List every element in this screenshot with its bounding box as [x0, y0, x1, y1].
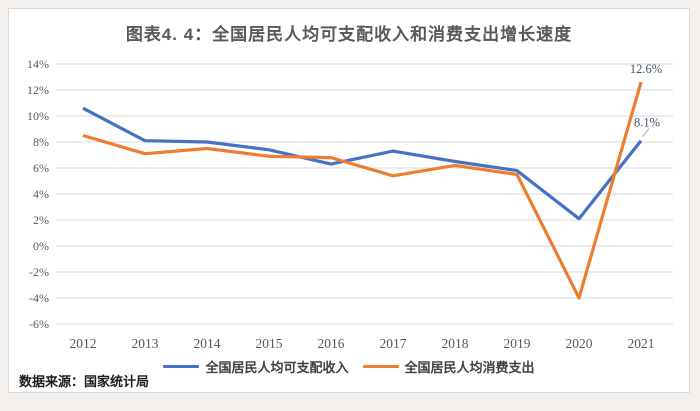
y-tick-label: -6%: [29, 317, 49, 331]
y-tick-label: 6%: [33, 161, 49, 175]
y-tick-label: 0%: [33, 239, 49, 253]
y-tick-label: 10%: [27, 109, 49, 123]
x-tick-label: 2015: [256, 336, 283, 351]
legend-label: 全国居民人均可支配收入: [205, 360, 349, 375]
data-source-note: 数据来源：国家统计局: [19, 375, 150, 390]
x-tick-label: 2020: [566, 336, 593, 351]
y-tick-label: -4%: [29, 291, 49, 305]
y-tick-label: 4%: [33, 187, 49, 201]
line-chart: 14% 12% 10% 8% 6% 4% 2% 0% -2% -4% -6% 2012 2013 2014…: [27, 57, 673, 351]
y-tick-label: 12%: [27, 83, 49, 97]
data-label: 12.6%: [630, 62, 662, 76]
x-tick-label: 2021: [628, 336, 655, 351]
y-tick-label: 14%: [27, 57, 49, 71]
x-tick-label: 2014: [194, 336, 221, 351]
legend-line-swatch: [163, 365, 200, 368]
x-tick-label: 2012: [70, 336, 97, 351]
legend-label: 全国居民人均消费支出: [404, 360, 535, 375]
chart-legend: 全国居民人均可支配收入 全国居民人均消费支出: [9, 357, 689, 376]
legend-item-consumption: 全国居民人均消费支出: [362, 357, 535, 376]
series-line-income: [82, 106, 643, 221]
x-tick-label: 2019: [504, 336, 531, 351]
data-label: 8.1%: [634, 116, 660, 130]
y-tick-label: -2%: [29, 265, 49, 279]
chart-panel: 图表4. 4：全国居民人均可支配收入和消费支出增长速度 14% 12% 10% 8% 6…: [8, 8, 690, 393]
y-tick-label: 2%: [33, 213, 49, 227]
x-tick-label: 2017: [380, 336, 407, 351]
x-tick-label: 2016: [318, 336, 345, 351]
x-tick-label: 2013: [132, 336, 159, 351]
y-tick-label: 8%: [33, 135, 49, 149]
series-line-consumption: [82, 81, 643, 300]
annotation-leader-line: [642, 128, 650, 138]
chart-title: 图表4. 4：全国居民人均可支配收入和消费支出增长速度: [125, 25, 573, 44]
legend-line-swatch: [362, 365, 399, 368]
x-tick-label: 2018: [442, 336, 469, 351]
legend-item-income: 全国居民人均可支配收入: [163, 357, 349, 376]
